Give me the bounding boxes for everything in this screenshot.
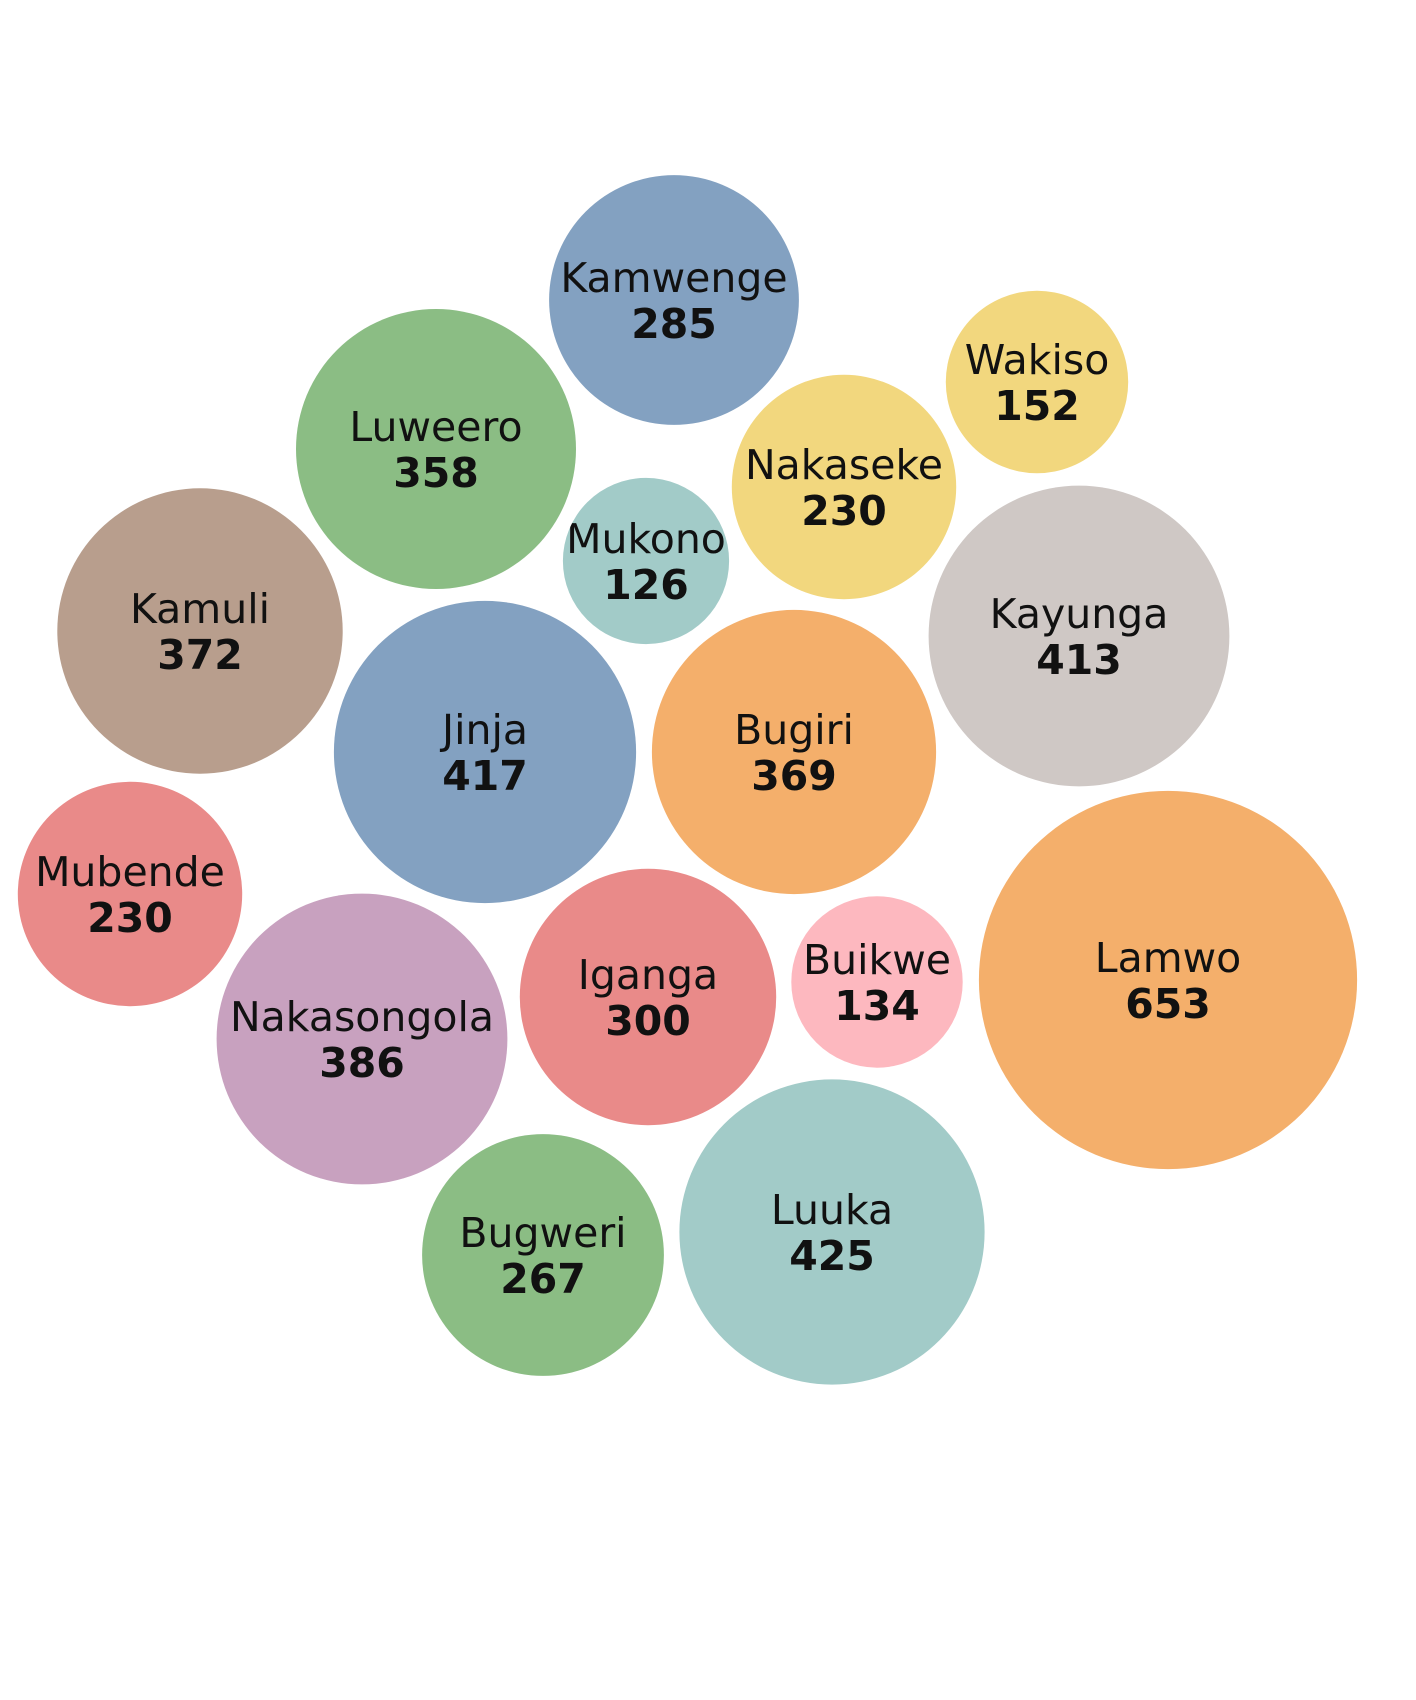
bubble-value-bugiri: 369: [751, 752, 837, 800]
bubble-label-nakasongola: Nakasongola: [230, 993, 494, 1041]
bubble-circle-lamwo: [978, 790, 1358, 1170]
bubble-value-mukono: 126: [603, 561, 689, 609]
bubble-label-kamuli: Kamuli: [130, 585, 270, 633]
bubble-label-iganga: Iganga: [578, 951, 718, 999]
bubble-label-wakiso: Wakiso: [965, 336, 1110, 384]
bubble-value-kayunga: 413: [1036, 636, 1122, 684]
bubble-circle-luuka: [679, 1079, 985, 1385]
bubble-label-jinja: Jinja: [439, 706, 528, 754]
bubble-circle-kayunga: [928, 485, 1230, 787]
bubble-circle-kamuli: [57, 488, 343, 774]
bubble-label-kamwenge: Kamwenge: [560, 254, 787, 302]
bubble-value-wakiso: 152: [994, 382, 1080, 430]
bubble-label-mubende: Mubende: [35, 848, 225, 896]
bubble-label-buikwe: Buikwe: [803, 936, 951, 984]
bubble-circle-nakaseke: [731, 374, 957, 600]
bubble-circle-nakasongola: [216, 893, 508, 1185]
bubble-value-mubende: 230: [87, 894, 173, 942]
bubble-label-lamwo: Lamwo: [1095, 934, 1242, 982]
bubble-value-buikwe: 134: [834, 982, 920, 1030]
bubble-label-luuka: Luuka: [771, 1186, 893, 1234]
bubble-label-mukono: Mukono: [566, 515, 726, 563]
bubble-circle-luweero: [296, 309, 576, 589]
bubble-circle-jinja: [333, 600, 637, 904]
bubble-label-nakaseke: Nakaseke: [745, 441, 943, 489]
bubble-circle-bugweri: [422, 1134, 664, 1376]
bubble-circle-mukono: [562, 477, 730, 645]
bubble-label-kayunga: Kayunga: [990, 590, 1169, 638]
bubble-label-bugweri: Bugweri: [459, 1209, 626, 1257]
bubble-value-kamwenge: 285: [631, 300, 717, 348]
bubble-circle-iganga: [519, 868, 777, 1126]
bubble-circle-kamwenge: [549, 175, 799, 425]
bubble-value-luweero: 358: [393, 449, 479, 497]
bubble-value-kamuli: 372: [157, 631, 243, 679]
bubble-value-nakasongola: 386: [319, 1039, 405, 1087]
bubble-circle-buikwe: [791, 896, 963, 1068]
bubble-value-bugweri: 267: [500, 1255, 586, 1303]
bubble-circle-mubende: [17, 781, 243, 1007]
bubble-label-luweero: Luweero: [349, 403, 522, 451]
bubble-circle-bugiri: [651, 609, 937, 895]
bubble-circle-wakiso: [945, 290, 1129, 474]
bubble-label-bugiri: Bugiri: [734, 706, 854, 754]
bubble-value-jinja: 417: [442, 752, 528, 800]
bubble-value-luuka: 425: [789, 1232, 875, 1280]
bubble-value-nakaseke: 230: [801, 487, 887, 535]
bubble-value-iganga: 300: [605, 997, 691, 1045]
bubble-value-lamwo: 653: [1125, 980, 1211, 1028]
